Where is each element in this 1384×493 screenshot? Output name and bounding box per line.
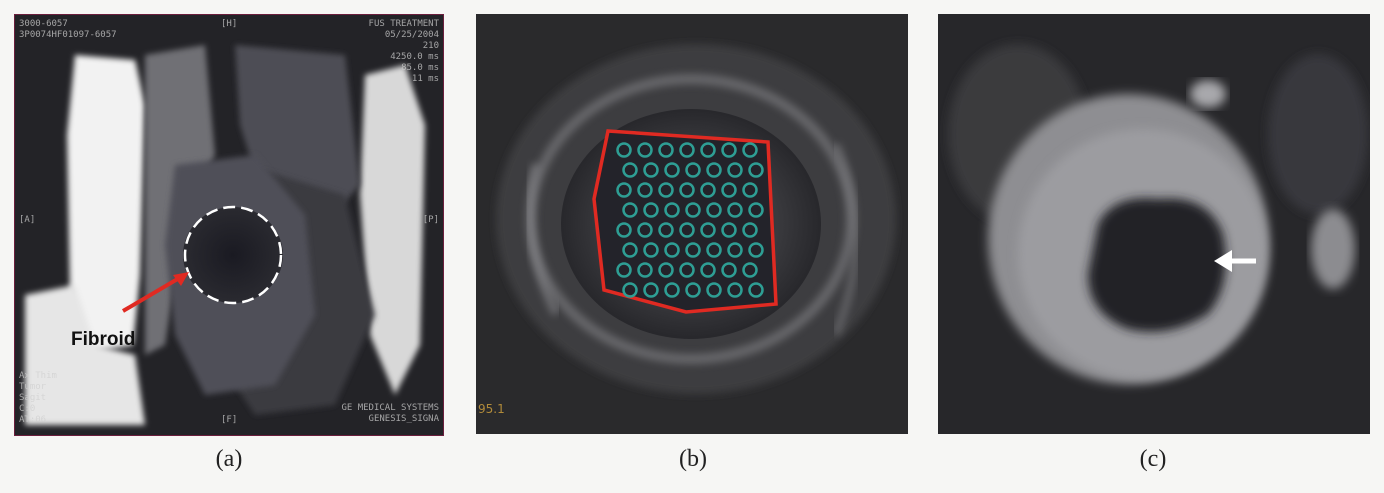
sonication-spot <box>622 202 638 218</box>
sonication-spot <box>658 182 674 198</box>
sonication-spot <box>748 162 764 178</box>
sonication-spot <box>727 242 743 258</box>
sonication-spot <box>700 182 716 198</box>
sonication-spot <box>748 202 764 218</box>
sonication-spot <box>700 142 716 158</box>
sonication-spot <box>685 282 701 298</box>
caption-c: (c) <box>1139 446 1167 472</box>
sonication-spot <box>748 242 764 258</box>
sonication-spot <box>685 202 701 218</box>
sonication-spot <box>685 242 701 258</box>
overlay-bottom-left: Ax Thim Tumor Sagit C:0 AT:06 <box>19 371 57 425</box>
overlay-top-right: FUS TREATMENT 05/25/2004 210 4250.0 ms 8… <box>368 19 439 84</box>
sonication-spot <box>721 262 737 278</box>
sonication-spot <box>727 202 743 218</box>
sonication-spot <box>637 142 653 158</box>
sonication-spot <box>700 222 716 238</box>
sonication-spot <box>679 222 695 238</box>
marker-right: [P] <box>422 215 439 225</box>
fibroid-label: Fibroid <box>71 329 136 350</box>
marker-left: [A] <box>19 215 36 225</box>
sonication-spot <box>727 162 743 178</box>
sonication-spot <box>637 262 653 278</box>
treatment-plan-image <box>476 14 908 434</box>
sonication-spot <box>679 182 695 198</box>
marker-top: [H] <box>221 19 238 29</box>
panel-a-sagittal-mri: 3000-6057 3P0074HF01097-6057 FUS TREATME… <box>14 14 444 436</box>
sonication-spot <box>616 262 632 278</box>
overlay-bottom-right: GE MEDICAL SYSTEMS GENESIS_SIGNA <box>341 403 439 424</box>
sonication-spot <box>616 142 632 158</box>
sonication-spot <box>664 162 680 178</box>
sonication-spot <box>721 182 737 198</box>
sonication-spot <box>685 162 701 178</box>
sonication-spot <box>643 162 659 178</box>
sonication-spot <box>742 142 758 158</box>
sonication-spot <box>700 262 716 278</box>
sagittal-mri-image <box>15 15 443 435</box>
sonication-spot <box>742 182 758 198</box>
fibroid-pointer-arrow <box>121 275 183 313</box>
sonication-spot <box>664 202 680 218</box>
overlay-top-left: 3000-6057 3P0074HF01097-6057 <box>19 19 117 40</box>
sonication-spot <box>721 142 737 158</box>
sonication-spot <box>679 142 695 158</box>
sonication-spot <box>622 282 638 298</box>
sonication-spot <box>643 202 659 218</box>
post-treatment-image <box>938 14 1370 434</box>
sonication-spot <box>664 282 680 298</box>
panel-c-post-treatment <box>938 14 1370 434</box>
sonication-spot <box>637 182 653 198</box>
fibroid-outline <box>183 205 283 305</box>
sonication-spot <box>643 282 659 298</box>
sonication-spot <box>658 262 674 278</box>
sonication-spot <box>742 222 758 238</box>
sonication-spot <box>622 162 638 178</box>
sonication-spot <box>622 242 638 258</box>
sonication-spot <box>721 222 737 238</box>
sonication-spot <box>679 262 695 278</box>
sonication-spot <box>727 282 743 298</box>
panel-b-treatment-plan: 95.1 <box>476 14 908 434</box>
slice-label: 95.1 <box>478 402 505 416</box>
sonication-spot <box>664 242 680 258</box>
sonication-spot <box>748 282 764 298</box>
caption-a: (a) <box>215 446 243 472</box>
sonication-spot <box>706 162 722 178</box>
sonication-spot <box>616 182 632 198</box>
sonication-spot <box>706 282 722 298</box>
sonication-spot <box>706 242 722 258</box>
sonication-spot <box>643 242 659 258</box>
sonication-spot <box>658 142 674 158</box>
sonication-spot <box>742 262 758 278</box>
roi-outline <box>592 129 778 314</box>
sonication-spot <box>637 222 653 238</box>
sonication-spot <box>616 222 632 238</box>
sonication-spot-grid <box>616 142 764 298</box>
sonication-spot <box>706 202 722 218</box>
caption-b: (b) <box>679 446 707 472</box>
marker-bottom: [F] <box>221 415 238 425</box>
sonication-spot <box>658 222 674 238</box>
